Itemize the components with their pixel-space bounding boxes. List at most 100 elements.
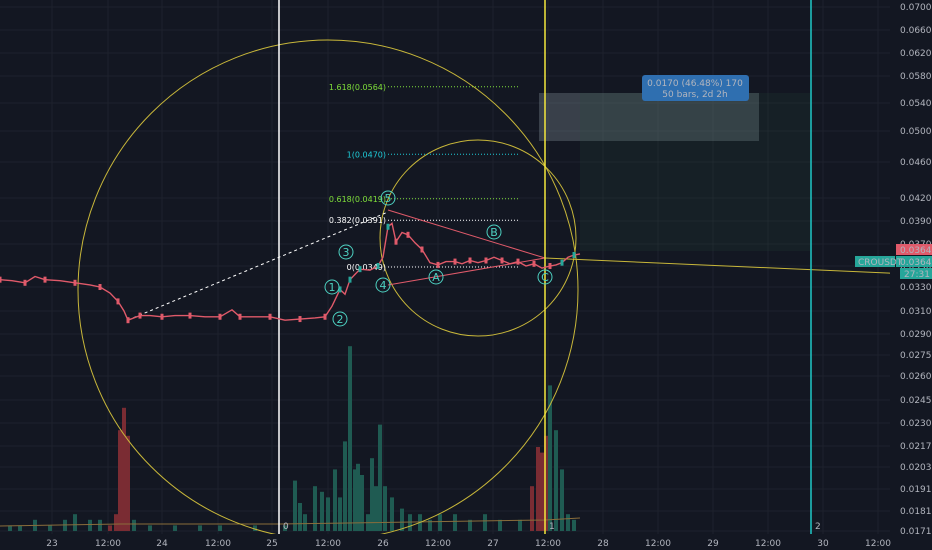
measure-value: 0.0170 (46.48%) 170 <box>647 79 743 89</box>
volume-bar <box>48 525 52 531</box>
y-tick-label: 0.0171 <box>900 527 932 537</box>
fib-level-label: 0(0.0349) <box>347 263 386 272</box>
y-tick-label: 0.0330 <box>900 283 932 293</box>
volume-bar <box>370 458 374 531</box>
y-tick-label: 0.0217 <box>900 442 932 452</box>
volume-bar <box>198 525 202 531</box>
wave-label-4: 4 <box>380 279 387 292</box>
candle <box>386 223 390 230</box>
volume-bar <box>132 519 136 531</box>
measure-sub: 50 bars, 2d 2h <box>662 90 727 100</box>
volume-bar <box>108 525 112 531</box>
candle <box>484 257 488 264</box>
wave-circle <box>375 277 391 293</box>
candle <box>0 276 2 283</box>
volume-bar <box>353 469 357 531</box>
volume-bar <box>572 519 576 531</box>
candle <box>532 260 536 267</box>
volume-bar <box>400 508 404 531</box>
volume-bar <box>8 525 12 531</box>
time-marker-label: 1 <box>549 522 555 532</box>
x-tick-label: 30 <box>817 539 829 549</box>
candle <box>268 313 272 320</box>
volume-bars <box>0 346 581 531</box>
wave-projection <box>127 211 389 321</box>
y-tick-label: 0.0540 <box>900 99 932 109</box>
candle <box>238 313 242 320</box>
symbol-badge <box>855 256 895 267</box>
symbol-badge-text: CROUSDT <box>858 258 903 268</box>
candle <box>98 284 102 290</box>
volume-bar <box>218 525 222 531</box>
wave-label-1: 1 <box>329 281 336 294</box>
volume-bar <box>518 519 522 531</box>
volume-bar <box>428 519 432 531</box>
volume-bar <box>544 435 548 531</box>
volume-bar <box>560 469 564 531</box>
wave-circle <box>338 244 354 260</box>
candle <box>218 313 222 320</box>
volume-bar <box>338 497 342 531</box>
candle <box>23 279 27 286</box>
candle <box>116 298 120 305</box>
candle <box>420 246 424 253</box>
volume-bar <box>118 430 122 531</box>
wave-label-C: C <box>541 271 549 284</box>
drawing-shapes: 1.618(0.0564) 1(0.0470) 0.618(0.0419) 0.382… <box>77 0 932 541</box>
x-axis: 23 12:00 24 12:00 25 12:00 26 12:00 27 12:00 28 12:… <box>0 534 932 550</box>
y-tick-label: 0.0203 <box>900 463 932 473</box>
volume-bar <box>438 514 442 531</box>
wave-label-3: 3 <box>343 246 350 259</box>
volume-bar <box>383 486 387 531</box>
x-tick-label: 12:00 <box>315 539 341 549</box>
candle <box>188 312 192 319</box>
target-zone <box>580 93 810 251</box>
y-tick-label: 0.0580 <box>900 72 932 82</box>
x-tick-label: 12:00 <box>95 539 121 549</box>
y-tick-label: 0.0260 <box>900 372 932 382</box>
candle <box>126 317 130 324</box>
volume-bar <box>293 480 297 531</box>
wave-label-5: 5 <box>385 192 392 205</box>
volume-ma <box>0 517 581 527</box>
y-tick-label: 0.0191 <box>900 485 932 495</box>
time-marker-label: 0 <box>283 522 289 532</box>
volume-bar <box>360 475 364 531</box>
x-tick-label: 27 <box>487 539 498 549</box>
fib-circle-small <box>379 139 577 337</box>
volume-bar <box>253 525 257 531</box>
wave-label-B: B <box>490 226 498 239</box>
volume-bar <box>98 519 102 531</box>
volume-bar <box>356 463 360 531</box>
y-tick-label: 0.0620 <box>900 49 932 59</box>
volume-bar <box>566 514 570 531</box>
candle <box>500 257 504 264</box>
wave-circle <box>332 311 348 327</box>
triangle-upper <box>387 209 546 259</box>
y-tick-label: 0.0245 <box>900 396 932 406</box>
wave-label-2: 2 <box>337 313 344 326</box>
wave-label-A: A <box>432 271 440 284</box>
candle <box>468 257 472 264</box>
wave-circle <box>428 269 444 285</box>
x-tick-label: 26 <box>377 539 389 549</box>
volume-bar <box>320 491 324 531</box>
volume-bar <box>536 447 540 531</box>
volume-bar <box>378 424 382 531</box>
volume-bar <box>498 519 502 531</box>
volume-bar <box>313 486 317 531</box>
wave-circle <box>537 269 553 285</box>
volume-bar <box>283 525 287 531</box>
candle <box>548 263 552 269</box>
volume-bar <box>343 441 347 531</box>
x-tick-label: 12:00 <box>645 539 671 549</box>
volume-bar <box>122 407 126 531</box>
x-tick-label: 28 <box>597 539 609 549</box>
wave-circle <box>486 224 502 240</box>
measure-tooltip <box>642 75 749 101</box>
y-tick-label: 0.0660 <box>900 26 932 36</box>
price-badge <box>896 244 932 255</box>
y-tick-label: 0.0275 <box>900 351 932 361</box>
